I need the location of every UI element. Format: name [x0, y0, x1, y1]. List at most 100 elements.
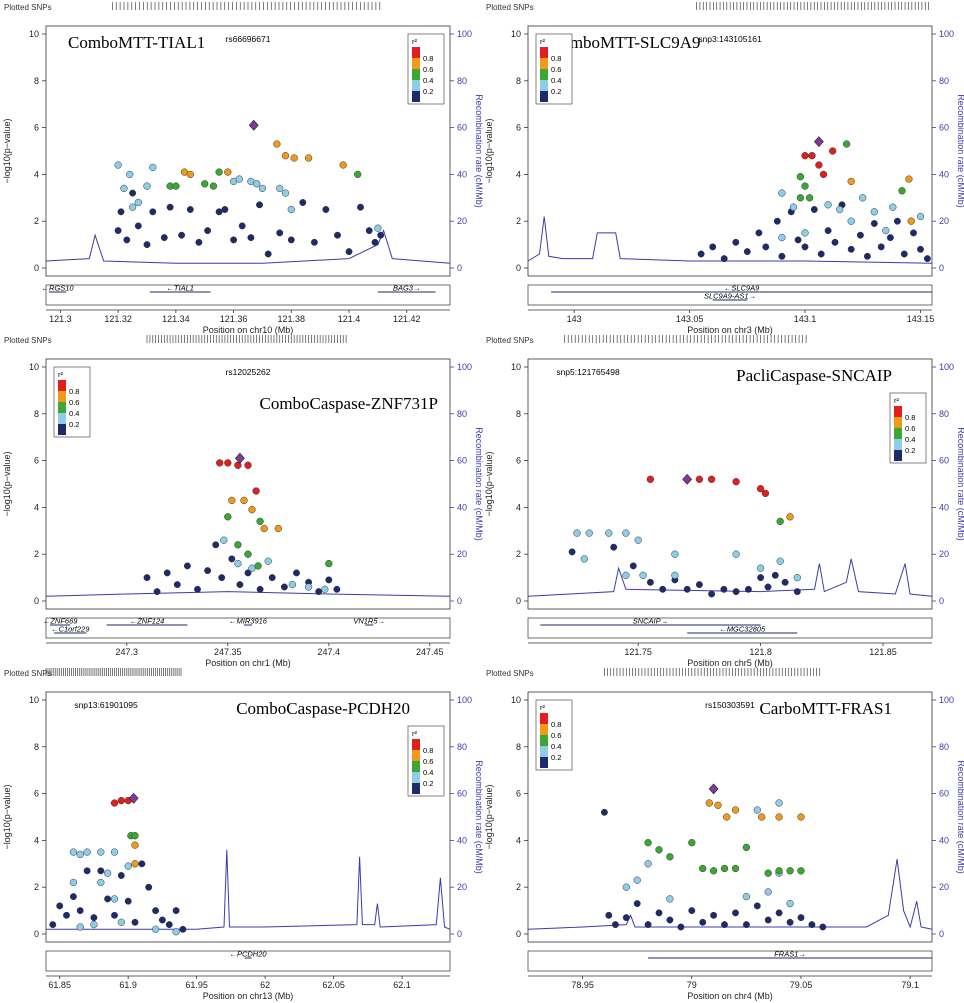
- snp-point: [683, 585, 691, 593]
- snp-point: [720, 255, 728, 263]
- snp-point: [756, 564, 765, 572]
- r-tick-label: 20: [457, 549, 467, 559]
- gene-label-VN1R5: VN1R5→: [353, 617, 385, 626]
- snp-point: [742, 892, 751, 901]
- y-tick-label: 2: [516, 549, 521, 559]
- snp-point: [117, 872, 125, 879]
- y-tick-label: 10: [511, 362, 521, 372]
- snp-point: [268, 574, 276, 582]
- snp-point: [753, 806, 761, 814]
- r-tick-label: 80: [457, 742, 467, 752]
- snp-point: [287, 205, 295, 214]
- snp-point: [695, 475, 704, 483]
- snp-point: [859, 194, 867, 202]
- snp-point: [831, 238, 839, 246]
- y-tick-label: 4: [34, 835, 39, 845]
- legend-label: 0.4: [905, 435, 915, 444]
- snp-point: [256, 585, 264, 593]
- r-tick-label: 0: [457, 263, 462, 273]
- legend-swatch: [412, 761, 420, 772]
- r-tick-label: 80: [939, 742, 949, 752]
- snp-point: [260, 524, 268, 533]
- x-axis-title: Position on chr10 (Mb): [203, 325, 294, 335]
- snp-point: [240, 496, 248, 505]
- snp-point: [666, 895, 674, 903]
- snp-point: [195, 238, 203, 246]
- snp-point: [801, 243, 809, 251]
- snp-point: [720, 864, 729, 873]
- snp-point: [304, 583, 313, 591]
- snp-point: [163, 569, 171, 577]
- snp-point: [842, 140, 851, 148]
- panel-title: ComboCaspase-PCDH20: [236, 699, 410, 718]
- panel-title: ComboCaspase-ZNF731P: [260, 394, 439, 413]
- snp-point: [49, 921, 57, 929]
- legend-label: 0.6: [69, 398, 79, 407]
- plot-frame: [527, 691, 933, 943]
- gene-track-frame: [527, 617, 933, 639]
- legend-title: r²: [540, 703, 545, 712]
- plotted-snps-strip: [604, 668, 821, 676]
- x-tick-label: 247.35: [214, 647, 242, 657]
- legend-label: 0.2: [69, 420, 79, 429]
- snp-point: [659, 585, 667, 593]
- y-tick-label: 0: [516, 263, 521, 273]
- legend-swatch: [58, 380, 66, 391]
- snp-point: [258, 184, 267, 193]
- legend-label: 0.8: [69, 387, 79, 396]
- y-tick-label: 10: [29, 29, 39, 39]
- snp-point: [103, 869, 112, 877]
- y-tick-label: 8: [516, 409, 521, 419]
- snp-point: [172, 907, 180, 915]
- y-tick-label: 4: [34, 502, 39, 512]
- snp-point: [333, 585, 341, 593]
- gene-track-frame: [45, 284, 451, 306]
- snp-point: [580, 555, 588, 563]
- r-tick-label: 0: [939, 929, 944, 939]
- x-tick-label: 121.32: [104, 314, 132, 324]
- lead-snp-label: rs66696671: [226, 34, 271, 44]
- x-tick-label: 61.85: [48, 980, 71, 990]
- snp-point: [124, 897, 132, 905]
- legend-label: 0.6: [423, 757, 433, 766]
- snp-point: [797, 914, 805, 922]
- snp-point: [104, 895, 112, 903]
- snp-point: [234, 461, 242, 469]
- snp-point: [235, 175, 243, 183]
- snp-point: [856, 231, 864, 239]
- snp-point: [671, 571, 679, 579]
- snp-point: [110, 848, 119, 856]
- gene-track-frame: [45, 617, 451, 639]
- snp-point: [165, 921, 173, 929]
- snp-point: [83, 848, 91, 856]
- snp-point: [714, 801, 722, 809]
- snp-point: [151, 925, 160, 933]
- snp-point: [178, 231, 186, 239]
- r-tick-label: 60: [939, 789, 949, 799]
- r-tick-label: 0: [939, 596, 944, 606]
- snp-point: [114, 227, 122, 235]
- r-tick-label: 60: [939, 456, 949, 466]
- snp-point: [281, 189, 290, 197]
- plotted-snps-strip: [696, 2, 929, 10]
- legend-label: 0.4: [551, 742, 561, 751]
- snp-point: [742, 843, 751, 852]
- snp-point: [633, 876, 641, 884]
- snp-point: [221, 206, 229, 213]
- snp-point: [622, 529, 630, 537]
- r-axis-title: Recombination rate (cM/Mb): [474, 427, 484, 541]
- snp-point: [131, 841, 139, 849]
- snp-point: [230, 236, 238, 244]
- r-tick-label: 100: [939, 362, 954, 372]
- snp-point: [819, 923, 827, 931]
- lead-snp-point: [128, 792, 139, 804]
- snp-point: [829, 147, 837, 155]
- snp-point: [315, 588, 323, 596]
- legend-label: 0.2: [551, 753, 561, 762]
- x-tick-label: 62: [260, 980, 270, 990]
- snp-point: [611, 921, 619, 929]
- r-axis-title: Recombination rate (cM/Mb): [956, 760, 964, 874]
- legend-swatch: [412, 783, 420, 794]
- snp-point: [708, 590, 716, 598]
- legend-title: r²: [540, 37, 545, 46]
